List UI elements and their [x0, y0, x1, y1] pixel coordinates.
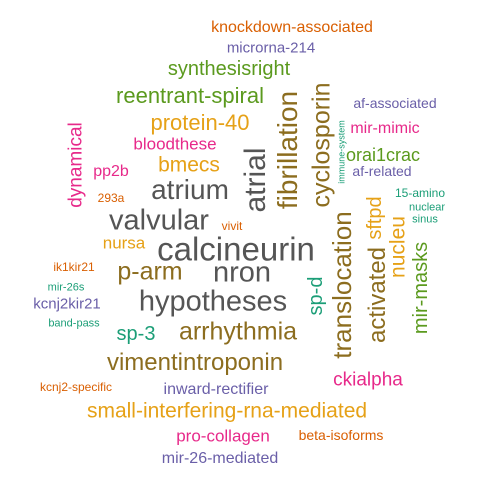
- word: pro-collagen: [176, 426, 270, 446]
- word: orai1crac: [345, 145, 421, 165]
- word: nuclear: [408, 201, 446, 214]
- word: cyclosporin: [307, 82, 336, 208]
- word: beta-isoforms: [298, 427, 384, 443]
- word: arrhythmia: [178, 317, 298, 346]
- word: mir-26-mediated: [161, 450, 279, 467]
- word: fibrillation: [272, 90, 303, 210]
- word: ckialpha: [333, 369, 403, 391]
- word: vimentintroponin: [106, 349, 284, 376]
- word: microrna-214: [226, 39, 316, 57]
- word: sp-3: [116, 323, 156, 345]
- word: mir-26s: [47, 281, 85, 294]
- word: band-pass: [48, 317, 100, 330]
- word: immune-system: [336, 120, 347, 184]
- word: af-associated: [353, 95, 437, 111]
- word: 15-amino: [394, 186, 446, 200]
- word: reentrant-spiral: [116, 83, 264, 108]
- word: bmecs: [158, 153, 220, 177]
- word: valvular: [109, 204, 209, 237]
- word: atrium: [151, 174, 229, 205]
- word: 293a: [97, 191, 125, 205]
- word: calcineurin: [157, 230, 315, 268]
- word: nron: [212, 256, 272, 289]
- word: vivit: [221, 219, 243, 233]
- word: nucleu: [386, 216, 410, 278]
- word: sftpd: [364, 196, 386, 240]
- word: knockdown-associated: [211, 19, 373, 36]
- word: mir-masks: [410, 241, 432, 335]
- word: translocation: [327, 211, 357, 359]
- word: p-arm: [117, 257, 183, 286]
- word: mir-mimic: [350, 120, 420, 137]
- word: protein-40: [150, 110, 250, 135]
- word: sp-d: [305, 276, 327, 316]
- word: ik1kir21: [53, 260, 95, 274]
- word: kcnj2kir21: [33, 295, 101, 313]
- word: dynamical: [65, 122, 87, 208]
- word: inward-rectifier: [163, 381, 269, 398]
- word: nursa: [102, 233, 146, 253]
- word: pp2b: [93, 163, 129, 180]
- word: bloodthese: [133, 134, 217, 154]
- word: hypotheses: [138, 285, 288, 318]
- word: af-related: [352, 163, 412, 179]
- word: atrial: [239, 147, 272, 213]
- word: small-interfering-rna-mediated: [86, 399, 368, 423]
- word: sinus: [412, 213, 438, 226]
- word: kcnj2-specific: [39, 380, 113, 394]
- word: synthesisright: [167, 58, 291, 80]
